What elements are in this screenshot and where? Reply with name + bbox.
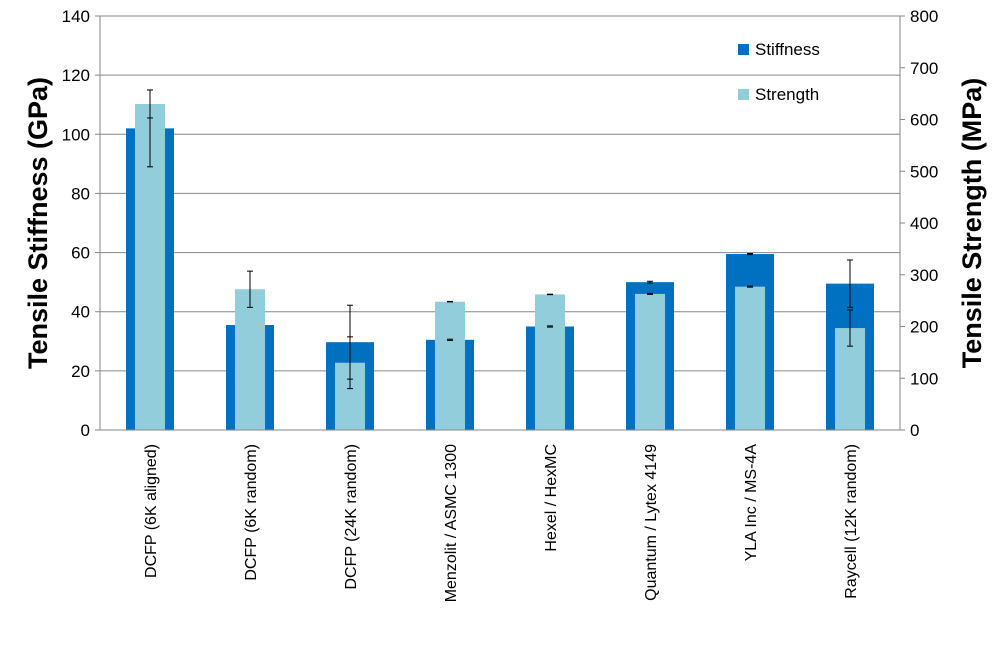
left-tick-label: 140 bbox=[62, 7, 90, 26]
bar-strength bbox=[235, 289, 265, 430]
legend-swatch-strength bbox=[738, 89, 749, 100]
y-axis-right-label: Tensile Strength (MPa) bbox=[957, 78, 987, 369]
right-tick-labels: 0 100 200 300 400 500 600 700 800 bbox=[900, 7, 938, 440]
x-tick-label: Hexel / HexMC bbox=[543, 444, 560, 552]
right-tick-label: 300 bbox=[910, 266, 938, 285]
left-tick-label: 40 bbox=[71, 303, 90, 322]
x-tick-labels: DCFP (6K aligned) DCFP (6K random) DCFP (2… bbox=[143, 444, 860, 603]
left-tick-label: 100 bbox=[62, 125, 90, 144]
left-tick-label: 0 bbox=[81, 421, 90, 440]
left-tick-label: 80 bbox=[71, 184, 90, 203]
left-tick-label: 20 bbox=[71, 362, 90, 381]
y-axis-label: Tensile Stiffness (GPa) bbox=[23, 77, 53, 369]
left-tick-labels: 0 20 40 60 80 100 120 140 bbox=[62, 7, 100, 440]
right-tick-label: 500 bbox=[910, 162, 938, 181]
x-tick-label: DCFP (6K aligned) bbox=[143, 444, 160, 578]
bar-strength bbox=[535, 294, 565, 430]
right-tick-label: 800 bbox=[910, 7, 938, 26]
left-tick-label: 120 bbox=[62, 66, 90, 85]
bar-strength bbox=[435, 301, 465, 430]
axes bbox=[99, 16, 901, 431]
legend-label-stiffness: Stiffness bbox=[755, 40, 820, 59]
legend-label-strength: Strength bbox=[755, 85, 819, 104]
bar-strength bbox=[735, 286, 765, 430]
bars bbox=[126, 103, 874, 430]
right-tick-label: 100 bbox=[910, 369, 938, 388]
x-tick-label: Quantum / Lytex 4149 bbox=[643, 444, 660, 601]
right-tick-label: 400 bbox=[910, 214, 938, 233]
right-tick-label: 200 bbox=[910, 318, 938, 337]
right-tick-label: 0 bbox=[910, 421, 919, 440]
legend-swatch-stiffness bbox=[738, 44, 749, 55]
right-tick-label: 600 bbox=[910, 111, 938, 130]
legend: Stiffness Strength bbox=[738, 40, 820, 104]
x-tick-label: DCFP (6K random) bbox=[243, 444, 260, 581]
right-tick-label: 700 bbox=[910, 59, 938, 78]
left-tick-label: 60 bbox=[71, 244, 90, 263]
x-tick-label: YLA Inc / MS-4A bbox=[743, 444, 760, 562]
x-tick-label: DCFP (24K random) bbox=[343, 444, 360, 590]
x-tick-label: Menzolit / ASMC 1300 bbox=[443, 444, 460, 602]
bar-strength bbox=[635, 293, 665, 430]
grid bbox=[100, 15, 900, 372]
x-tick-label: Raycell (12K random) bbox=[843, 444, 860, 599]
error-bars bbox=[147, 89, 853, 390]
